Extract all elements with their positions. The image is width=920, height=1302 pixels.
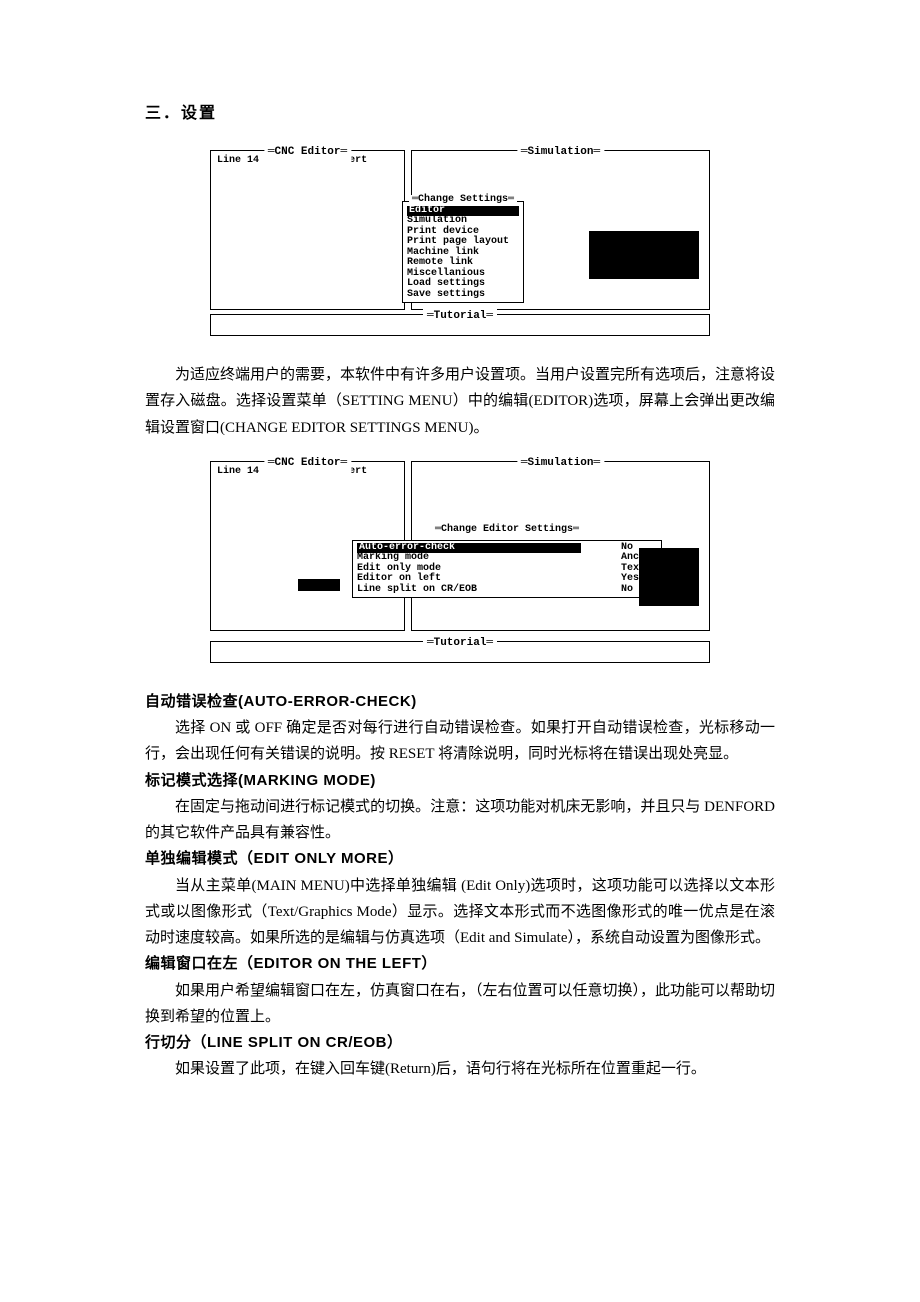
editor-panel-title: ═CNC Editor═ <box>264 143 351 162</box>
preview-box-2 <box>639 548 699 606</box>
section-head-auto-error-check: 自动错误检查(AUTO-ERROR-CHECK) <box>145 689 775 715</box>
menu-item-print-page-layout[interactable]: Print page layout <box>407 237 519 248</box>
simulation-panel-title-2: ═Simulation═ <box>517 454 604 473</box>
cursor-block <box>298 579 340 591</box>
change-settings-menu[interactable]: ═Change Settings═ Editor Simulation Prin… <box>402 201 524 303</box>
section-head-edit-only-more: 单独编辑模式（EDIT ONLY MORE） <box>145 846 775 872</box>
simulation-panel-title: ═Simulation═ <box>517 143 604 162</box>
intro-paragraph: 为适应终端用户的需要，本软件中有许多用户设置项。当用户设置完所有选项后，注意将设… <box>145 362 775 441</box>
change-settings-menu-title: ═Change Settings═ <box>409 195 517 206</box>
section-head-line-split: 行切分（LINE SPLIT ON CR/EOB） <box>145 1030 775 1056</box>
tutorial-panel-2: ═Tutorial═ <box>210 641 710 663</box>
menu-item-remote-link[interactable]: Remote link <box>407 258 519 269</box>
menu-item-simulation[interactable]: Simulation <box>407 216 519 227</box>
simulation-panel-2: ═Simulation═ ═Change Editor Settings═ Au… <box>411 461 710 631</box>
section-body-edit-only-more: 当从主菜单(MAIN MENU)中选择单独编辑 (Edit Only)选项时，这… <box>145 873 775 952</box>
section-body-editor-on-left: 如果用户希望编辑窗口在左，仿真窗口在右，（左右位置可以任意切换），此功能可以帮助… <box>145 978 775 1031</box>
section-head-editor-on-left: 编辑窗口在左（EDITOR ON THE LEFT） <box>145 951 775 977</box>
opt-line-split[interactable]: Line split on CR/EOB <box>357 585 581 596</box>
editor-panel: ═CNC Editor═ Line 14 Column 1 Insert <box>210 150 405 310</box>
section-body-auto-error-check: 选择 ON 或 OFF 确定是否对每行进行自动错误检查。如果打开自动错误检查，光… <box>145 715 775 768</box>
menu-item-save-settings[interactable]: Save settings <box>407 290 519 301</box>
preview-box <box>589 231 699 279</box>
change-editor-settings-menu-title: ═Change Editor Settings═ <box>432 525 582 536</box>
status-line-label-2: Line 14 <box>217 466 259 477</box>
tutorial-panel: ═Tutorial═ <box>210 314 710 336</box>
section-head-marking-mode: 标记模式选择(MARKING MODE) <box>145 768 775 794</box>
page-title: 三．设置 <box>145 100 775 128</box>
change-editor-settings-menu[interactable]: ═Change Editor Settings═ Auto-error-chec… <box>352 540 662 599</box>
tutorial-panel-title: ═Tutorial═ <box>423 307 497 326</box>
simulation-panel: ═Simulation═ ═Change Settings═ Editor Si… <box>411 150 710 310</box>
status-line-label: Line 14 <box>217 155 259 166</box>
figure-2: ═CNC Editor═ Line 14 Column 1 Insert ═Si… <box>145 461 775 663</box>
figure-1: ═CNC Editor═ Line 14 Column 1 Insert ═Si… <box>145 150 775 336</box>
menu-item-load-settings[interactable]: Load settings <box>407 279 519 290</box>
section-body-line-split: 如果设置了此项，在键入回车键(Return)后，语句行将在光标所在位置重起一行。 <box>145 1056 775 1082</box>
tutorial-panel-title-2: ═Tutorial═ <box>423 634 497 653</box>
editor-panel-title-2: ═CNC Editor═ <box>264 454 351 473</box>
section-body-marking-mode: 在固定与拖动间进行标记模式的切换。注意：这项功能对机床无影响，并且只与 DENF… <box>145 794 775 847</box>
